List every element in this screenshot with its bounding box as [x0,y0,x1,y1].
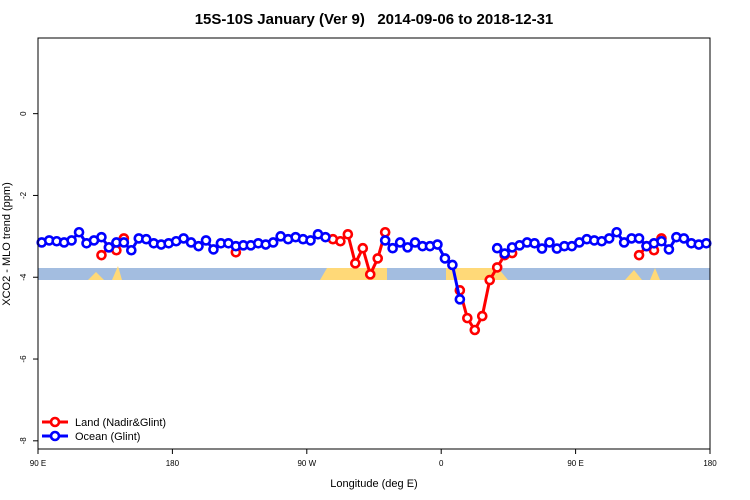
data-point [96,249,107,261]
x-tick-label: 90 E [567,459,583,468]
data-point [73,226,85,238]
data-point [611,226,622,238]
data-point [454,294,466,305]
chart-title: 15S-10S January (Ver 9) 2014-09-06 to 20… [195,11,554,28]
data-point [447,259,458,271]
data-point [267,237,279,248]
x-tick-label: 0 [439,459,444,468]
data-point [663,244,675,255]
data-point [536,243,548,254]
legend-marker [49,416,61,428]
data-point [335,235,346,247]
data-point [379,226,391,238]
x-tick-label: 180 [166,459,180,468]
legend-label: Ocean (Glint) [75,431,140,443]
data-point [364,269,376,280]
data-point [320,231,331,243]
data-point [126,244,137,256]
data-point [476,310,488,322]
data-point [603,233,615,244]
x-tick-label: 90 E [30,459,46,468]
data-point [439,253,451,264]
data-point [357,242,369,254]
data-point [342,228,354,240]
data-point [491,242,503,254]
legend-label: Land (Nadir&Glint) [75,417,166,429]
data-point [633,233,645,244]
plot-frame [37,37,711,450]
legend-marker [49,430,61,442]
x-axis-label: Longitude (deg E) [330,478,417,490]
data-point [140,233,152,245]
data-point [103,242,115,253]
y-tick-label: -6 [19,355,28,363]
y-tick-label: 0 [19,111,28,116]
y-tick-label: -8 [19,437,28,445]
data-point [700,237,712,249]
y-tick-label: -4 [19,273,28,281]
data-point [379,235,391,246]
data-point [193,240,204,252]
data-point [432,239,443,250]
data-point [469,324,481,336]
data-point [529,237,540,249]
data-point [372,253,384,264]
data-point [462,312,473,324]
data-point [499,248,510,259]
data-point [544,237,555,248]
x-tick-label: 90 W [297,459,316,468]
data-point [678,233,690,244]
y-axis-label: XCO2 - MLO trend (ppm) [1,182,13,305]
x-tick-label: 180 [703,459,717,468]
data-point [66,235,77,246]
data-point [633,249,645,261]
data-point [200,235,212,246]
data-point [118,237,130,248]
data-point [305,235,316,246]
data-point [96,231,107,243]
data-point [402,242,413,253]
data-point [208,244,219,255]
data-point [484,274,496,286]
data-point [491,262,503,273]
data-point [387,242,398,254]
y-tick-label: -2 [19,191,28,199]
data-point [618,237,630,248]
data-point [656,235,667,247]
data-point [394,237,406,248]
data-point [178,233,189,244]
data-point [350,258,361,269]
